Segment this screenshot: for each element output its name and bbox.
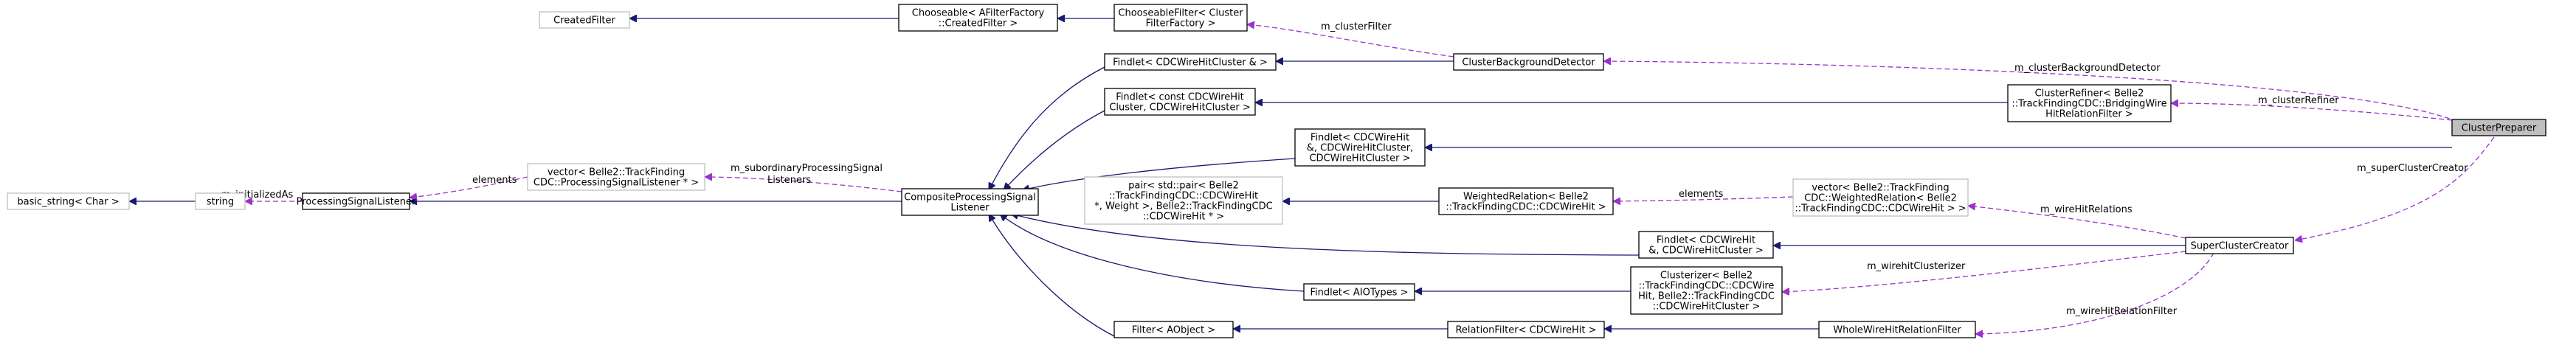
edge-use-clusterrefiner [2171, 103, 2453, 121]
node-clusterpreparer[interactable]: ClusterPreparer [2451, 119, 2546, 136]
node-relationfilter[interactable]: RelationFilter< CDCWireHit > [1447, 321, 1605, 338]
edge-use-superclustercreator [2295, 136, 2495, 240]
node-label-line: HitRelationFilter > [2045, 109, 2133, 120]
node-label-line: CreatedFilter [553, 15, 615, 27]
node-label-line: ClusterPreparer [2462, 123, 2537, 134]
node-string[interactable]: string [195, 192, 246, 210]
node-label-line: ClusterBackgroundDetector [1462, 58, 1595, 69]
node-label-line: CompositeProcessingSignal [904, 192, 1036, 203]
node-label-line: &, CDCWireHitCluster, [1307, 143, 1414, 154]
label-m-wirehitrelations: m_wireHitRelations [2040, 204, 2133, 215]
node-label-line: ClusterRefiner< Belle2 [2035, 88, 2144, 100]
edge-use-wirehitclusterizer [1782, 251, 2186, 292]
node-clusterizer[interactable]: Clusterizer< Belle2::TrackFindingCDC::CD… [1630, 266, 1783, 315]
node-label-line: CDC::WeightedRelation< Belle2 [1804, 193, 1957, 204]
node-label-line: Chooseable< AFilterFactory [912, 8, 1045, 19]
node-label-line: CDCWireHitCluster > [1309, 153, 1410, 164]
node-label-line: *, Weight >, Belle2::TrackFindingCDC [1094, 201, 1272, 212]
node-vector-processingsignallistener[interactable]: vector< Belle2::TrackFindingCDC::Process… [527, 163, 705, 191]
node-label-line: Findlet< const CDCWireHit [1116, 92, 1244, 103]
label-m-wirehitrelationfilter: m_wireHitRelationFilter [2066, 306, 2178, 317]
node-label-line: WholeWireHitRelationFilter [1833, 325, 1961, 336]
node-label-line: ::TrackFindingCDC::CDCWireHit > [1446, 202, 1606, 213]
node-weightedrelation[interactable]: WeightedRelation< Belle2::TrackFindingCD… [1438, 187, 1614, 215]
label-m-clusterfilter: m_clusterFilter [1321, 21, 1392, 32]
node-vector-weightedrelation[interactable]: vector< Belle2::TrackFindingCDC::Weighte… [1792, 178, 1969, 217]
node-clusterrefiner[interactable]: ClusterRefiner< Belle2::TrackFindingCDC:… [2007, 84, 2172, 122]
node-label-line: CDC::ProcessingSignalListener * > [533, 178, 699, 189]
node-label-line: WeightedRelation< Belle2 [1463, 192, 1589, 203]
node-label-line: RelationFilter< CDCWireHit > [1455, 325, 1596, 336]
node-label-line: ProcessingSignalListener [297, 197, 416, 208]
edge-use-clusterbgdetector [1603, 61, 2458, 122]
node-label-line: Clusterizer< Belle2 [1660, 271, 1753, 282]
node-label-line: SuperClusterCreator [2191, 241, 2289, 252]
label-m-subordinary-line-1: m_subordinaryProcessingSignal [731, 163, 883, 174]
edge-findlet-ref-to-cpsl [988, 66, 1105, 190]
label-m-clusterbackgrounddetector: m_clusterBackgroundDetector [2014, 63, 2161, 74]
node-superclustercreator[interactable]: SuperClusterCreator [2185, 237, 2294, 254]
edge-findlet-hitcluster-to-cpsl [1011, 214, 1640, 256]
label-elements-weighted: elements [1679, 189, 1724, 200]
edge-use-clusterfilter [1247, 24, 1454, 58]
node-label-line: basic_string< Char > [17, 197, 119, 208]
edge-use-elements-psl [410, 176, 528, 198]
node-label-line: Findlet< CDCWireHitCluster & > [1113, 58, 1268, 69]
edge-use-wirehitrelations [1968, 206, 2186, 239]
node-label-line: pair< std::pair< Belle2 [1128, 181, 1239, 192]
node-basic-string[interactable]: basic_string< Char > [7, 192, 130, 210]
node-label-line: ::TrackFindingCDC::CDCWireHit > > [1795, 203, 1966, 215]
node-label-line: vector< Belle2::TrackFinding [1812, 183, 1949, 194]
node-label-line: Listener [950, 203, 990, 214]
node-label-line: ::CDCWireHit * > [1143, 212, 1224, 223]
label-m-subordinary-line-2: Listeners [767, 175, 811, 186]
node-label-line: &, CDCWireHitCluster > [1648, 246, 1763, 257]
edge-findlet-hitamp-to-cpsl [1022, 158, 1296, 190]
node-label-line: Findlet< CDCWireHit [1311, 133, 1409, 144]
edge-use-elements-weighted [1613, 196, 1794, 201]
label-m-wirehitclusterizer: m_wirehitClusterizer [1867, 261, 1966, 272]
node-clusterbackgrounddetector[interactable]: ClusterBackgroundDetector [1453, 53, 1604, 71]
node-findlet-aiotypes[interactable]: Findlet< AIOTypes > [1303, 283, 1415, 301]
edge-use-subordinary-psl [705, 177, 902, 192]
node-label-line: Filter< AObject > [1132, 325, 1215, 336]
node-label-line: Hit, Belle2::TrackFindingCDC [1638, 291, 1775, 302]
label-elements-psl: elements [472, 175, 517, 186]
node-label-line: ::CDCWireHitCluster > [1653, 302, 1761, 313]
node-filter-aobject[interactable]: Filter< AObject > [1113, 321, 1234, 338]
node-findlet-cdcwirehitcluster-ref[interactable]: Findlet< CDCWireHitCluster & > [1104, 53, 1277, 71]
node-label-line: ChooseableFilter< Cluster [1118, 8, 1243, 19]
edge-findlet-const-to-cpsl [1004, 110, 1105, 190]
node-findlet-cdcwirehit-amp[interactable]: Findlet< CDCWireHit&, CDCWireHitCluster,… [1294, 128, 1426, 167]
node-label-line: ::TrackFindingCDC::CDCWireHit [1109, 191, 1258, 202]
label-m-clusterrefiner: m_clusterRefiner [2258, 95, 2339, 106]
edge-use-wirehitrelationfilter [1975, 252, 2214, 334]
node-label-line: vector< Belle2::TrackFinding [548, 167, 685, 178]
label-m-superclustercreator: m_superClusterCreator [2357, 163, 2468, 174]
node-chooseable-afilterfactory[interactable]: Chooseable< AFilterFactory::CreatedFilte… [898, 4, 1058, 32]
node-label-line: ::TrackFindingCDC::BridgingWire [2012, 99, 2166, 110]
node-label-line: Cluster, CDCWireHitCluster > [1109, 102, 1250, 114]
node-label-line: Findlet< CDCWireHit [1657, 235, 1755, 246]
node-wholewirehitrelationfilter[interactable]: WholeWireHitRelationFilter [1818, 321, 1976, 338]
node-label-line: ::TrackFindingCDC::CDCWire [1639, 281, 1775, 292]
node-findlet-cdcwirehit-cluster[interactable]: Findlet< CDCWireHit&, CDCWireHitCluster … [1638, 231, 1774, 259]
node-label-line: FilterFactory > [1146, 18, 1216, 29]
node-label-line: Findlet< AIOTypes > [1311, 288, 1409, 299]
edge-findlet-aio-to-cpsl [1000, 214, 1305, 292]
node-label-line: ::CreatedFilter > [939, 18, 1018, 29]
node-pair-cdcwirehit[interactable]: pair< std::pair< Belle2::TrackFindingCDC… [1084, 176, 1283, 225]
node-processingsignallistener[interactable]: ProcessingSignalListener [297, 192, 416, 210]
node-createdfilter[interactable]: CreatedFilter [539, 11, 630, 29]
node-label-line: string [207, 197, 234, 208]
edge-filter-aobject-to-cpsl [989, 214, 1115, 337]
node-findlet-const-cdcwirehit[interactable]: Findlet< const CDCWireHitCluster, CDCWir… [1104, 88, 1256, 116]
